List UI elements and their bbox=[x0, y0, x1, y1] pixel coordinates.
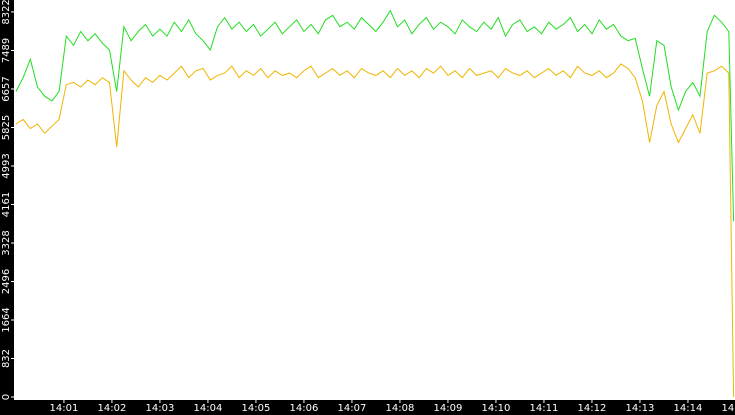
y-tick-label: 4161 bbox=[1, 192, 12, 217]
y-tick-label: 3328 bbox=[1, 230, 12, 255]
x-tick-label: 14:01 bbox=[50, 403, 79, 414]
x-tick-label: 14:14 bbox=[674, 403, 703, 414]
x-tick-label: 14:03 bbox=[146, 403, 175, 414]
y-tick-label: 1664 bbox=[1, 307, 12, 332]
x-tick-label: 14:11 bbox=[530, 403, 559, 414]
x-tick-label: 14:13 bbox=[626, 403, 655, 414]
x-tick-label: 14:05 bbox=[242, 403, 271, 414]
x-tick-label: 14:02 bbox=[98, 403, 127, 414]
y-tick-label: 2496 bbox=[1, 269, 12, 294]
data-line bbox=[15, 63, 735, 398]
y-tick-label: 832 bbox=[1, 349, 12, 368]
data-line bbox=[15, 9, 735, 222]
y-tick-label: 5825 bbox=[1, 115, 12, 140]
y-tick-label: 7489 bbox=[1, 38, 12, 63]
x-tick-label: 14:08 bbox=[386, 403, 415, 414]
x-tick-label: 14:06 bbox=[290, 403, 319, 414]
y-tick-label: 0 bbox=[1, 394, 12, 400]
x-tick-label: 14:15 bbox=[722, 403, 735, 414]
plot-area bbox=[14, 0, 735, 400]
x-tick-label: 14:12 bbox=[578, 403, 607, 414]
y-tick-label: 6657 bbox=[1, 76, 12, 101]
x-tick-label: 14:04 bbox=[194, 403, 223, 414]
x-tick-label: 14:10 bbox=[482, 403, 511, 414]
y-tick-label: 4993 bbox=[1, 153, 12, 178]
y-tick-label: 8322 bbox=[1, 0, 12, 25]
x-tick-label: 14:09 bbox=[434, 403, 463, 414]
x-tick-label: 14:07 bbox=[338, 403, 367, 414]
